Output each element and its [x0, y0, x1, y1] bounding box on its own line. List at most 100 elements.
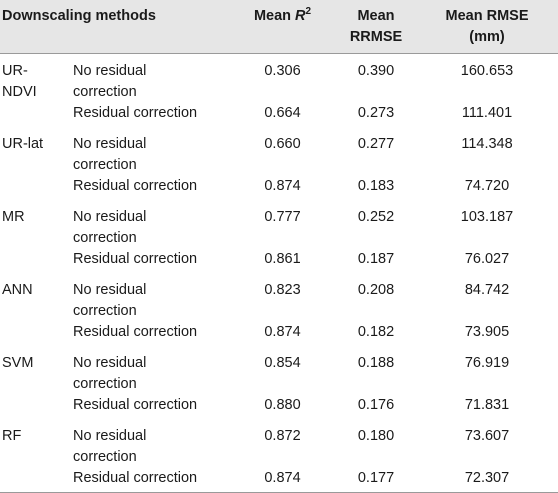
mean-rrmse-value: 0.277	[357, 136, 395, 152]
table-body: UR- NDVI No residual correction 0.306 0.39…	[0, 54, 558, 493]
mean-rmse-value: 76.919	[464, 355, 510, 371]
mean-r2-value: 0.861	[264, 251, 301, 267]
method-name-line1: RF	[2, 428, 22, 444]
method-name-cell: SVM	[0, 346, 69, 395]
mean-r2-value: 0.306	[264, 63, 301, 79]
mean-r2-value: 0.874	[264, 324, 301, 340]
header-mean-r2: Mean R2	[229, 0, 337, 54]
mean-r2-value: 0.880	[264, 397, 301, 413]
no-residual-correction-line1: No residual	[73, 355, 147, 371]
table-row-no-residual-correction: RF No residual correction 0.872 0.180 73.…	[0, 419, 558, 468]
mean-r2-value: 0.854	[264, 355, 301, 371]
header-mean-rmse-line1: Mean RMSE	[445, 8, 529, 24]
no-residual-correction-line1: No residual	[73, 428, 147, 444]
method-name-line1: MR	[2, 209, 25, 225]
mean-rrmse-value: 0.176	[357, 397, 395, 413]
header-mean-r2-superscript: 2	[305, 6, 312, 18]
mean-rrmse-value: 0.252	[357, 209, 395, 225]
residual-correction-label: Residual correction	[69, 468, 230, 493]
no-residual-correction-line1: No residual	[73, 63, 147, 79]
table-row-residual-correction: Residual correction 0.861 0.187 76.027	[0, 249, 558, 273]
header-mean-rrmse-line1: Mean	[357, 8, 395, 24]
header-mean-rmse: Mean RMSE (mm)	[416, 0, 558, 54]
mean-r2-value: 0.777	[264, 209, 301, 225]
method-name-cell: MR	[0, 200, 69, 249]
method-name-empty-cell	[0, 395, 69, 419]
header-mean-r2-prefix: Mean	[253, 8, 296, 24]
mean-rmse-value: 73.607	[464, 428, 510, 444]
method-name-cell: UR- NDVI	[0, 54, 69, 104]
method-name-empty-cell	[0, 103, 69, 127]
mean-rrmse-value: 0.187	[357, 251, 395, 267]
no-residual-correction-line1: No residual	[73, 136, 147, 152]
mean-rrmse-value: 0.188	[357, 355, 395, 371]
mean-rrmse-value: 0.177	[336, 468, 417, 493]
method-name-line1: SVM	[2, 355, 34, 371]
mean-rmse-value: 84.742	[464, 282, 510, 298]
mean-rmse-value: 74.720	[464, 178, 510, 194]
table-header: Downscaling methods Mean R2 Mean RRMSE Me…	[0, 0, 558, 54]
mean-r2-value: 0.823	[264, 282, 301, 298]
mean-rrmse-value: 0.183	[357, 178, 395, 194]
no-residual-correction-line2: correction	[73, 303, 137, 319]
no-residual-correction-line2: correction	[73, 449, 137, 465]
header-mean-r2-symbol: R	[295, 8, 306, 24]
method-name-cell: RF	[0, 419, 69, 468]
no-residual-correction-label: No residual correction	[69, 54, 229, 104]
table-row-no-residual-correction: ANN No residual correction 0.823 0.208 84…	[0, 273, 558, 322]
method-name-line1: UR-lat	[2, 136, 44, 152]
table-row-residual-correction: Residual correction 0.664 0.273 111.401	[0, 103, 558, 127]
residual-correction-label: Residual correction	[73, 251, 198, 267]
mean-rrmse-value: 0.390	[357, 63, 395, 79]
method-name-empty-cell	[0, 176, 69, 200]
mean-r2-value: 0.874	[229, 468, 337, 493]
no-residual-correction-label: No residual correction	[69, 273, 229, 322]
no-residual-correction-line1: No residual	[73, 282, 147, 298]
no-residual-correction-label: No residual correction	[69, 419, 229, 468]
header-mean-rrmse: Mean RRMSE	[336, 0, 417, 54]
header-mean-rmse-line2: (mm)	[469, 29, 505, 45]
table-row-no-residual-correction: UR-lat No residual correction 0.660 0.277…	[0, 127, 558, 176]
no-residual-correction-label: No residual correction	[69, 200, 229, 249]
mean-r2-value: 0.664	[264, 105, 301, 121]
mean-rmse-value: 103.187	[460, 209, 514, 225]
mean-rrmse-value: 0.180	[357, 428, 395, 444]
no-residual-correction-line2: correction	[73, 157, 137, 173]
residual-correction-label: Residual correction	[73, 105, 198, 121]
mean-rmse-value: 114.348	[461, 136, 513, 152]
method-name-empty-cell	[0, 322, 69, 346]
residual-correction-label: Residual correction	[73, 324, 198, 340]
method-name-empty-cell	[0, 468, 69, 493]
mean-rmse-value: 71.831	[464, 397, 510, 413]
no-residual-correction-line2: correction	[73, 84, 137, 100]
no-residual-correction-line2: correction	[73, 376, 137, 392]
table-row-residual-correction: Residual correction 0.874 0.183 74.720	[0, 176, 558, 200]
no-residual-correction-label: No residual correction	[69, 346, 229, 395]
table-row-residual-correction: Residual correction 0.874 0.177 72.307	[0, 468, 558, 493]
method-name-empty-cell	[0, 249, 69, 273]
header-downscaling-methods: Downscaling methods	[0, 0, 230, 54]
no-residual-correction-line1: No residual	[73, 209, 147, 225]
method-name-line1: UR-	[2, 63, 28, 79]
method-name-line1: ANN	[2, 282, 33, 298]
method-name-cell: UR-lat	[0, 127, 69, 176]
mean-rmse-value: 111.401	[461, 105, 513, 121]
header-row: Downscaling methods Mean R2 Mean RRMSE Me…	[0, 0, 558, 54]
table-row-no-residual-correction: MR No residual correction 0.777 0.252 103…	[0, 200, 558, 249]
mean-rmse-value: 73.905	[464, 324, 510, 340]
table-row-residual-correction: Residual correction 0.880 0.176 71.831	[0, 395, 558, 419]
no-residual-correction-label: No residual correction	[69, 127, 229, 176]
table-row-no-residual-correction: UR- NDVI No residual correction 0.306 0.39…	[0, 54, 558, 104]
method-name-cell: ANN	[0, 273, 69, 322]
method-name-line2: NDVI	[2, 84, 37, 100]
mean-rrmse-value: 0.182	[357, 324, 395, 340]
mean-rrmse-value: 0.208	[357, 282, 395, 298]
header-mean-rrmse-line2: RRMSE	[349, 29, 403, 45]
mean-r2-value: 0.872	[264, 428, 301, 444]
mean-r2-value: 0.874	[264, 178, 301, 194]
table-row-residual-correction: Residual correction 0.874 0.182 73.905	[0, 322, 558, 346]
no-residual-correction-line2: correction	[73, 230, 137, 246]
mean-rrmse-value: 0.273	[357, 105, 395, 121]
